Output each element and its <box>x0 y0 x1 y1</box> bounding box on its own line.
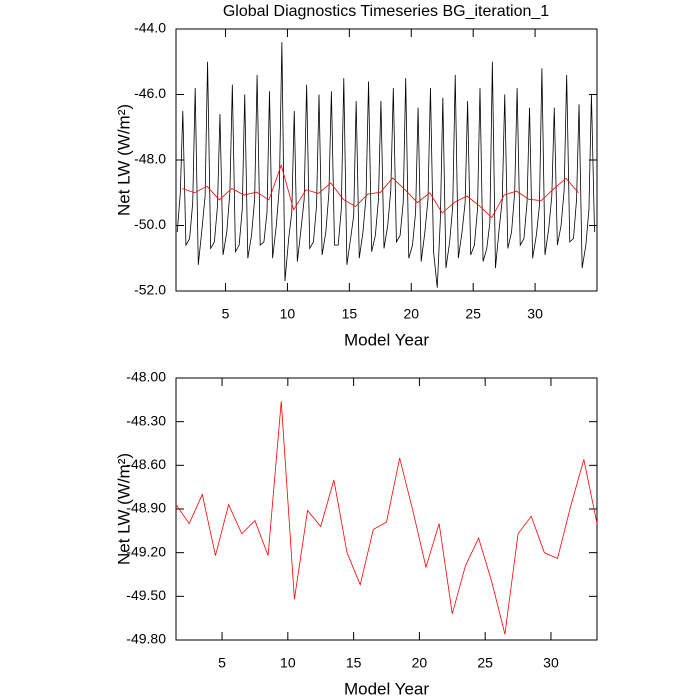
y-tick-label: -52.0 <box>134 282 166 298</box>
x-tick-label: 10 <box>280 655 296 671</box>
x-tick-label: 15 <box>346 655 362 671</box>
y-tick-label: -50.0 <box>134 216 166 232</box>
y-tick-label: -46.0 <box>134 85 166 101</box>
y-tick-label: -48.90 <box>126 500 166 516</box>
y-tick-label: -48.30 <box>126 412 166 428</box>
chart-title: Global Diagnostics Timeseries BG_iterati… <box>223 3 549 20</box>
x-tick-label: 25 <box>477 655 493 671</box>
y-tick-label: -49.80 <box>126 631 166 647</box>
x-tick-label: 15 <box>342 306 358 322</box>
series-line <box>182 163 579 219</box>
series-line <box>175 401 598 635</box>
y-tick-label: -49.50 <box>126 587 166 603</box>
y-tick-label: -48.00 <box>126 369 166 385</box>
y-tick-label: -48.60 <box>126 456 166 472</box>
x-tick-label: 5 <box>218 655 226 671</box>
x-tick-label: 30 <box>527 306 543 322</box>
y-tick-label: -44.0 <box>134 20 166 36</box>
x-tick-label: 20 <box>403 306 419 322</box>
x-tick-label: 10 <box>280 306 296 322</box>
x-tick-label: 30 <box>543 655 559 671</box>
x-tick-label: 25 <box>465 306 481 322</box>
series-line <box>176 42 595 288</box>
plot-frame <box>175 377 598 641</box>
x-axis-title: Model Year <box>344 679 429 698</box>
y-tick-label: -49.20 <box>126 543 166 559</box>
x-tick-label: 20 <box>412 655 428 671</box>
x-tick-label: 5 <box>222 306 230 322</box>
y-axis-title: Net LW (W/m²) <box>114 453 133 565</box>
y-axis-title: Net LW (W/m²) <box>114 104 133 216</box>
y-tick-label: -48.0 <box>134 151 166 167</box>
x-axis-title: Model Year <box>344 330 429 349</box>
